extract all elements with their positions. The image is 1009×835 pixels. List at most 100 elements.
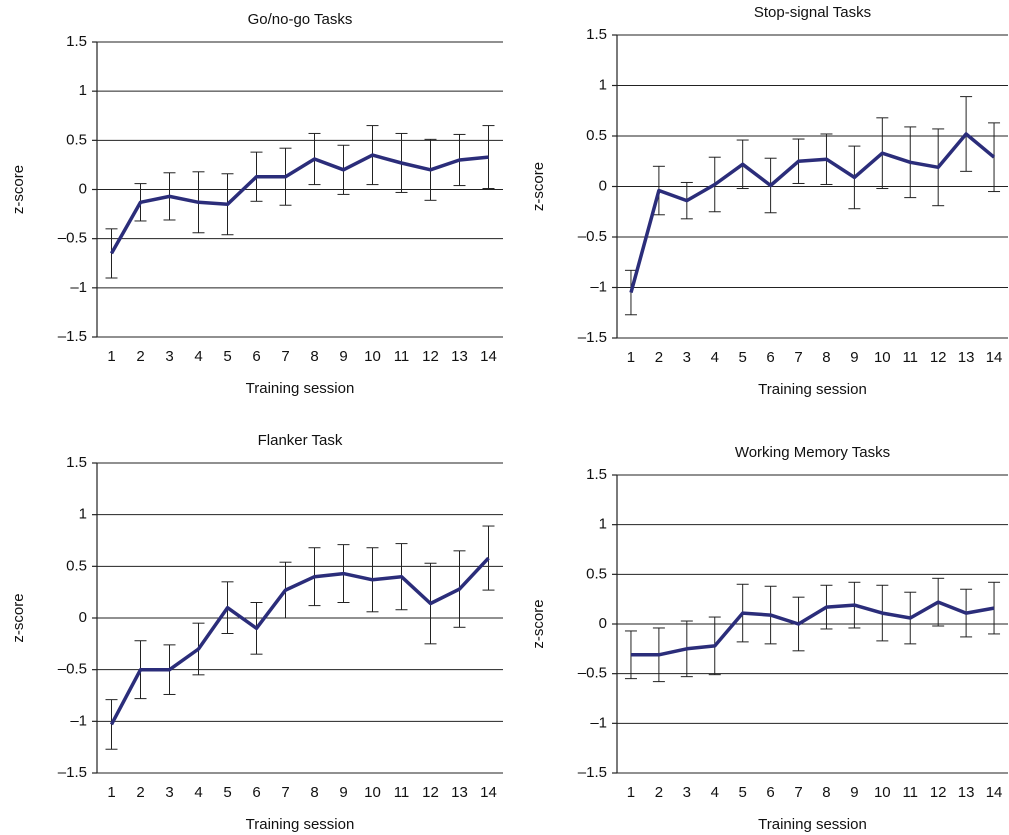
series-line: [631, 600, 995, 657]
y-axis-title: z-score: [10, 593, 27, 642]
x-tick-label: 12: [422, 784, 439, 801]
chart-title: Working Memory Tasks: [735, 444, 890, 461]
x-tick-label: 2: [655, 349, 663, 366]
x-tick-label: 10: [364, 348, 381, 365]
y-tick-label: 0.5: [66, 557, 87, 574]
series-line: [109, 556, 490, 726]
x-tick-label: 14: [986, 349, 1003, 366]
x-tick-label: 3: [683, 784, 691, 801]
x-tick-label: 7: [281, 784, 289, 801]
y-tick-label: –0.5: [578, 228, 607, 245]
y-tick-label: 0: [599, 615, 607, 632]
x-tick-label: 10: [874, 784, 891, 801]
y-tick-label: –0.5: [58, 230, 87, 247]
y-tick-label: 1.5: [586, 466, 607, 483]
error-bar: [105, 228, 118, 279]
x-tick-label: 8: [822, 349, 830, 366]
x-tick-label: 5: [223, 784, 231, 801]
error-bar: [482, 125, 495, 190]
y-tick-label: 1: [599, 76, 607, 93]
y-tick-label: –1: [590, 278, 607, 295]
y-tick-label: –0.5: [578, 665, 607, 682]
y-tick-label: 1.5: [66, 33, 87, 50]
x-tick-label: 3: [683, 349, 691, 366]
x-tick-label: 9: [339, 348, 347, 365]
y-tick-label: –1: [590, 714, 607, 731]
x-tick-label: 1: [107, 784, 115, 801]
y-tick-label: 1: [79, 506, 87, 523]
y-tick-label: 0.5: [586, 127, 607, 144]
x-tick-label: 11: [902, 784, 918, 801]
y-tick-label: –1.5: [578, 764, 607, 781]
x-tick-label: 1: [107, 348, 115, 365]
x-tick-label: 14: [480, 784, 497, 801]
x-tick-label: 11: [902, 349, 918, 366]
y-axis-title: z-score: [530, 162, 547, 211]
x-tick-label: 9: [850, 349, 858, 366]
x-tick-label: 1: [627, 349, 635, 366]
x-tick-label: 9: [339, 784, 347, 801]
error-bar: [624, 630, 637, 680]
x-tick-label: 10: [364, 784, 381, 801]
x-tick-label: 11: [394, 784, 410, 801]
series-line: [629, 132, 996, 294]
x-tick-label: 13: [958, 784, 975, 801]
x-tick-label: 1: [627, 784, 635, 801]
x-tick-label: 14: [986, 784, 1003, 801]
y-tick-label: 1: [79, 82, 87, 99]
x-tick-label: 5: [223, 348, 231, 365]
x-tick-label: 13: [451, 784, 468, 801]
y-tick-label: –1.5: [578, 329, 607, 346]
x-tick-label: 7: [794, 784, 802, 801]
x-tick-label: 6: [252, 348, 260, 365]
y-axis-title: z-score: [530, 599, 547, 648]
x-tick-label: 4: [711, 784, 719, 801]
error-bar: [988, 581, 1001, 635]
y-tick-label: –1: [70, 279, 87, 296]
y-tick-label: 0: [79, 609, 87, 626]
x-tick-label: 5: [739, 784, 747, 801]
x-tick-label: 14: [480, 348, 497, 365]
y-tick-label: –0.5: [58, 661, 87, 678]
x-tick-label: 8: [822, 784, 830, 801]
x-tick-label: 3: [165, 348, 173, 365]
chart-title: Go/no-go Tasks: [248, 11, 353, 28]
x-tick-label: 4: [194, 784, 202, 801]
x-tick-label: 7: [281, 348, 289, 365]
y-tick-label: 1.5: [66, 454, 87, 471]
y-tick-label: 1.5: [586, 26, 607, 43]
x-tick-label: 6: [766, 349, 774, 366]
x-axis-title: Training session: [758, 381, 867, 398]
x-tick-label: 8: [310, 784, 318, 801]
x-axis-title: Training session: [758, 816, 867, 833]
x-tick-label: 6: [252, 784, 260, 801]
x-tick-label: 2: [136, 348, 144, 365]
error-bar: [105, 699, 118, 750]
y-tick-label: 0: [599, 177, 607, 194]
y-tick-label: –1.5: [58, 328, 87, 345]
x-tick-label: 11: [394, 348, 410, 365]
x-axis-title: Training session: [246, 380, 355, 397]
x-tick-label: 4: [194, 348, 202, 365]
x-tick-label: 12: [422, 348, 439, 365]
x-tick-label: 6: [766, 784, 774, 801]
y-tick-label: –1: [70, 712, 87, 729]
x-tick-label: 2: [136, 784, 144, 801]
chart-title: Stop-signal Tasks: [754, 4, 871, 21]
x-tick-label: 9: [850, 784, 858, 801]
x-tick-label: 3: [165, 784, 173, 801]
error-bar: [988, 122, 1001, 193]
x-tick-label: 10: [874, 349, 891, 366]
error-bar: [482, 525, 495, 591]
x-tick-label: 2: [655, 784, 663, 801]
x-tick-label: 13: [451, 348, 468, 365]
y-tick-label: 0.5: [66, 131, 87, 148]
x-tick-label: 13: [958, 349, 975, 366]
x-tick-label: 7: [794, 349, 802, 366]
x-tick-label: 4: [711, 349, 719, 366]
x-tick-label: 5: [739, 349, 747, 366]
y-tick-label: 0: [79, 180, 87, 197]
chart-title: Flanker Task: [258, 432, 343, 449]
